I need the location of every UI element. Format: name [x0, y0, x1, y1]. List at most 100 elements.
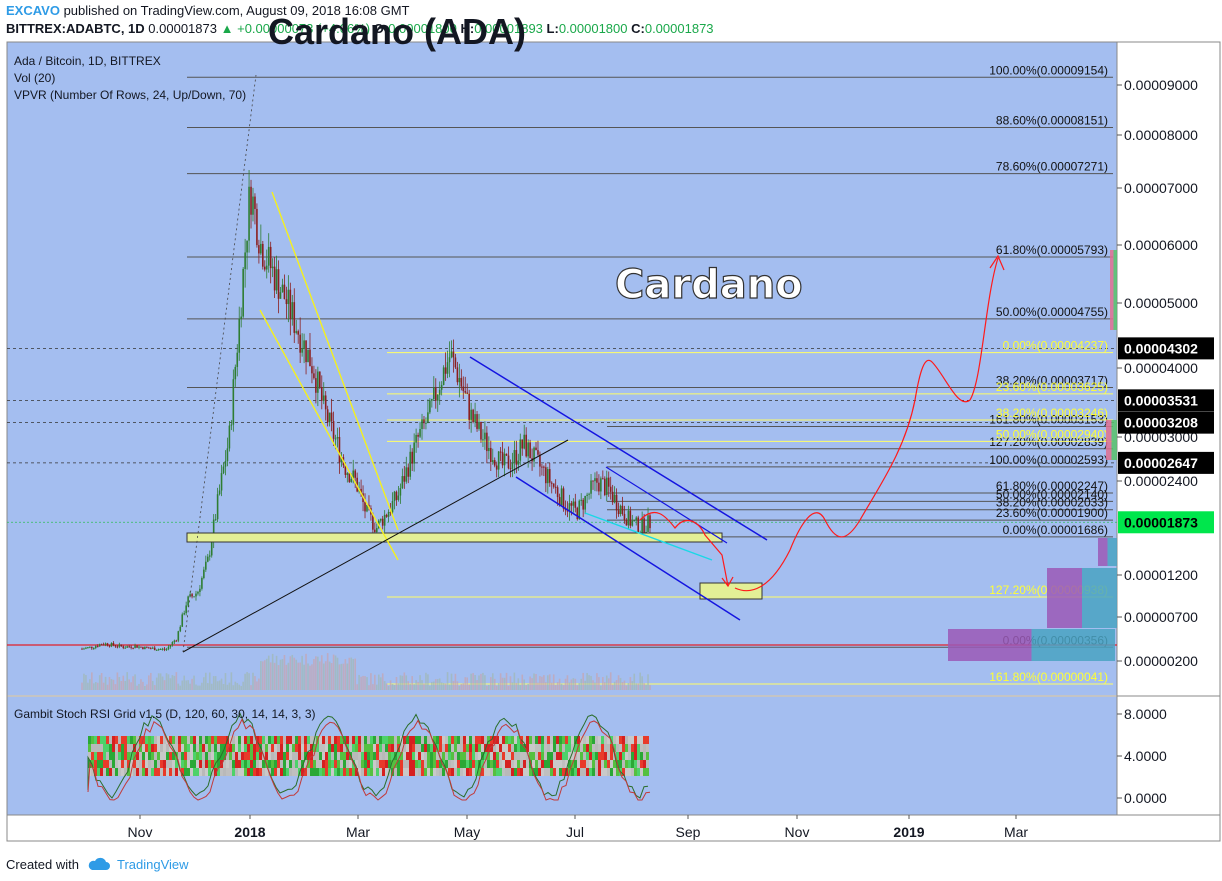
volume-bar [106, 684, 109, 690]
rsi-grid-cell [556, 744, 559, 752]
rsi-grid-cell [595, 768, 598, 776]
rsi-grid-cell [637, 752, 640, 760]
rsi-grid-cell [625, 752, 628, 760]
x-tick-label: Sep [676, 824, 701, 840]
rsi-grid-cell [268, 744, 271, 752]
volume-bar [220, 678, 223, 690]
x-tick-label: Mar [346, 824, 370, 840]
rsi-grid-cell [571, 768, 574, 776]
volume-bar [478, 675, 480, 690]
rsi-grid-cell [142, 760, 145, 768]
rsi-grid-cell [409, 736, 412, 744]
rsi-grid-cell [376, 736, 379, 744]
rsi-grid-cell [484, 760, 487, 768]
candle-body [425, 422, 427, 424]
rsi-grid-cell [361, 760, 364, 768]
candle-body [203, 569, 205, 578]
rsi-grid-cell [133, 768, 136, 776]
candle-body [212, 519, 215, 543]
candle-body [433, 387, 435, 400]
rsi-grid-cell [535, 768, 538, 776]
volume-bar [138, 683, 140, 690]
rsi-grid-cell [178, 744, 181, 752]
rsi-grid-cell [406, 760, 409, 768]
rsi-grid-cell [535, 760, 538, 768]
rsi-grid-cell [631, 736, 634, 744]
rsi-grid-cell [193, 744, 196, 752]
rsi-grid-cell [436, 760, 439, 768]
tradingview-link[interactable]: TradingView [87, 857, 189, 872]
candle-body [509, 468, 512, 470]
rsi-grid-cell [154, 768, 157, 776]
volume-bar [260, 661, 262, 690]
candle-body [269, 246, 272, 269]
rsi-grid-cell [424, 752, 427, 760]
candle-body [348, 473, 351, 482]
volume-bar [144, 685, 146, 690]
rsi-grid-cell [316, 744, 319, 752]
rsi-grid-cell [439, 760, 442, 768]
rsi-grid-cell [214, 736, 217, 744]
rsi-grid-cell [133, 736, 136, 744]
volume-bar [598, 677, 600, 690]
rsi-grid-cell [595, 744, 598, 752]
volume-bar [450, 673, 453, 690]
projection-rise [734, 257, 999, 592]
volume-bar [521, 674, 524, 690]
volume-bar [252, 672, 254, 690]
volume-bar [330, 663, 333, 690]
author-link[interactable]: EXCAVO [6, 3, 60, 18]
candle-body [419, 428, 421, 437]
cloud-icon [88, 857, 110, 870]
candle-body [637, 517, 640, 535]
rsi-grid-cell [619, 736, 622, 744]
rsi-grid-cell [367, 752, 370, 760]
rsi-grid-cell [601, 760, 604, 768]
rsi-grid-cell [241, 768, 244, 776]
volume-bar [637, 683, 640, 690]
rsi-grid-cell [517, 752, 520, 760]
candle-body [629, 510, 632, 526]
rsi-grid-cell [226, 760, 229, 768]
rsi-grid-cell [241, 744, 244, 752]
rsi-grid-cell [145, 744, 148, 752]
rsi-grid-cell [433, 744, 436, 752]
rsi-grid-cell [559, 768, 562, 776]
candle-body [395, 491, 398, 500]
volume-bar [134, 674, 136, 690]
fib-label-yellow: 23.60%(0.00003625) [996, 380, 1108, 394]
rsi-grid-cell [220, 768, 223, 776]
volume-bar [586, 673, 588, 690]
rsi-grid-cell [190, 736, 193, 744]
rsi-grid-cell [343, 760, 346, 768]
rsi-grid-cell [451, 768, 454, 776]
rsi-grid-cell [289, 760, 292, 768]
rsi-grid-cell [280, 752, 283, 760]
rsi-grid-cell [595, 760, 598, 768]
volume-bar [319, 661, 321, 690]
rsi-grid-cell [280, 744, 283, 752]
volume-bar [110, 679, 113, 690]
volume-bar [153, 685, 156, 690]
rsi-grid-cell [289, 736, 292, 744]
rsi-grid-cell [421, 744, 424, 752]
volume-bar [529, 676, 531, 690]
rsi-grid-cell [100, 736, 103, 744]
candle-body [423, 419, 425, 424]
rsi-grid-cell [211, 744, 214, 752]
volume-bar [440, 682, 443, 690]
candle-body [515, 450, 518, 465]
rsi-grid-cell [487, 760, 490, 768]
rsi-grid-cell [106, 768, 109, 776]
rsi-grid-cell [427, 760, 430, 768]
rsi-grid-cell [259, 760, 262, 768]
candle-body [224, 461, 227, 467]
rsi-grid-cell [574, 744, 577, 752]
rsi-grid-cell [496, 736, 499, 744]
rsi-grid-cell [163, 744, 166, 752]
candle-body [106, 643, 109, 646]
candle-body [216, 494, 219, 520]
rsi-grid-cell [88, 752, 91, 760]
rsi-grid-cell [331, 752, 334, 760]
